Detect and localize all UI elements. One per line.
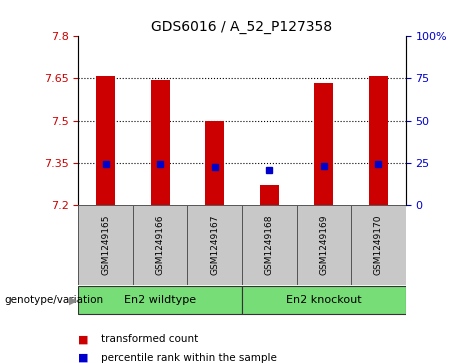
Bar bbox=[296, 205, 351, 285]
Bar bbox=[369, 76, 388, 205]
Text: En2 wildtype: En2 wildtype bbox=[124, 295, 196, 305]
Bar bbox=[151, 80, 170, 205]
Title: GDS6016 / A_52_P127358: GDS6016 / A_52_P127358 bbox=[152, 20, 332, 34]
Bar bbox=[242, 205, 296, 285]
Bar bbox=[205, 121, 225, 205]
Text: ■: ■ bbox=[78, 334, 88, 344]
Bar bbox=[351, 205, 406, 285]
Text: transformed count: transformed count bbox=[101, 334, 199, 344]
Text: genotype/variation: genotype/variation bbox=[5, 295, 104, 305]
Text: ■: ■ bbox=[78, 352, 88, 363]
Bar bbox=[78, 205, 133, 285]
Text: GSM1249166: GSM1249166 bbox=[156, 215, 165, 275]
Bar bbox=[242, 286, 406, 314]
Text: GSM1249169: GSM1249169 bbox=[319, 215, 328, 275]
Bar bbox=[188, 205, 242, 285]
Text: ▶: ▶ bbox=[69, 295, 77, 305]
Text: percentile rank within the sample: percentile rank within the sample bbox=[101, 352, 278, 363]
Text: GSM1249168: GSM1249168 bbox=[265, 215, 274, 275]
Text: GSM1249170: GSM1249170 bbox=[374, 215, 383, 275]
Bar bbox=[96, 76, 115, 205]
Text: GSM1249167: GSM1249167 bbox=[210, 215, 219, 275]
Bar bbox=[260, 185, 279, 205]
Text: En2 knockout: En2 knockout bbox=[286, 295, 362, 305]
Bar bbox=[314, 83, 333, 205]
Bar bbox=[133, 205, 188, 285]
Bar bbox=[78, 286, 242, 314]
Text: GSM1249165: GSM1249165 bbox=[101, 215, 110, 275]
